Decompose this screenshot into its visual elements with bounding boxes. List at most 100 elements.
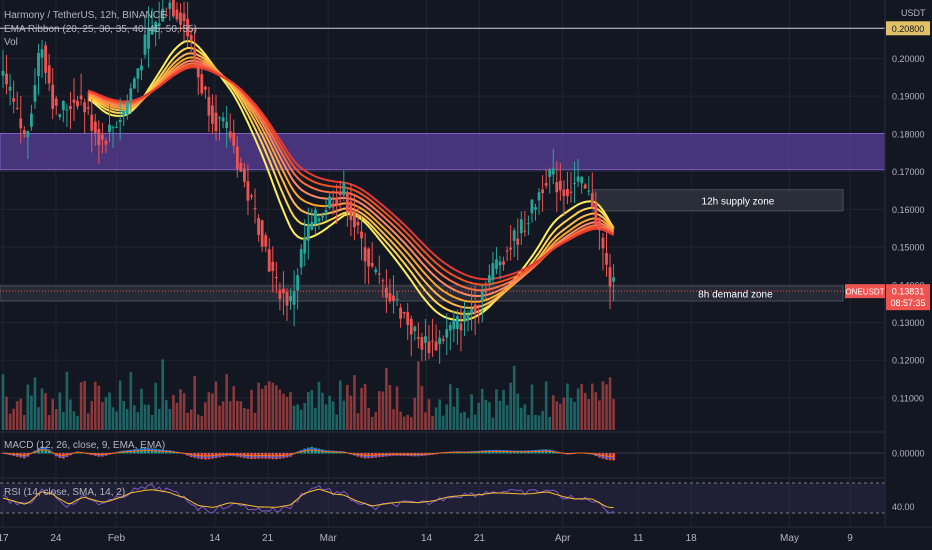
candle-body [445,329,449,338]
candle-body [416,337,420,339]
candle-body [30,113,33,127]
rsi-legend[interactable]: RSI (14, close, SMA, 14, 2) [4,487,126,498]
volume-bar [5,396,8,430]
volume-bar [420,385,424,430]
price-axis[interactable]: 0.20000 0.19000 0.18000 0.17000 0.16000 0.150… [845,0,932,550]
volume-bar [413,397,417,430]
volume-bar [101,402,104,430]
volume-bar [388,384,392,430]
volume-bar [51,399,54,430]
candle-body [143,34,147,55]
volume-bar [58,392,62,430]
candle-body [601,237,605,249]
volume-bars [1,359,615,430]
macd-legend[interactable]: MACD (12, 26, close, 9, EMA, EMA) [4,440,166,451]
volume-bar [349,395,353,430]
volume-bar [122,401,125,430]
volume-bar [15,401,19,430]
resistance-band [0,133,886,171]
candle-body [569,191,573,193]
candle-body [509,247,513,250]
volume-bar [47,415,51,430]
candle-body [566,189,569,197]
candle-body [271,261,275,271]
candle-body [54,98,58,106]
volume-bar [310,389,314,430]
candle-body [274,277,278,279]
volume-bar [12,408,15,430]
volume-bar [438,399,441,430]
time-tick-label: 11 [633,533,644,544]
volume-bar [598,400,601,430]
volume-bar [591,383,594,430]
volume-bar [260,388,264,430]
candle-body [228,131,232,138]
volume-bar [86,413,90,430]
volume-bar [594,392,598,430]
volume-bar [299,409,303,430]
time-tick-label: May [780,533,799,544]
price-tick-label: 0.15000 [892,243,925,253]
candle-body [299,249,303,268]
candle-body [338,192,342,195]
time-axis[interactable]: 17 24 Feb 14 21 Mar 14 21 Apr 11 18 May 9 [0,526,932,544]
candle-body [250,195,253,197]
volume-bar [587,399,591,430]
volume-bar [125,409,129,430]
candle-body [207,97,211,116]
candle-body [186,18,189,37]
candle-body [491,263,495,280]
candle-body [470,308,473,314]
volume-bar [548,416,551,430]
reference-line [0,27,885,292]
volume-bar [275,385,278,430]
volume-bar [282,393,285,430]
time-tick-label: 9 [847,533,853,544]
candle-body [246,181,250,201]
volume-bar [395,386,399,430]
candle-body [122,110,126,116]
volume-bar [285,396,289,430]
candle-body [541,189,544,194]
candle-body [8,86,12,91]
candle-body [608,267,612,287]
candle-body [434,341,438,351]
demand-zone-label: 8h demand zone [698,289,773,300]
volume-bar [530,384,534,430]
volume-bar [360,387,363,430]
candle-body [377,273,381,275]
ema-line-45 [87,62,615,292]
ema-ribbon-legend[interactable]: EMA Ribbon (20, 25, 30, 35, 40, 45, 50, … [4,24,197,35]
candle-body [587,190,591,192]
volume-bar [346,384,349,430]
last-price-label: 0.13831 [892,287,925,297]
volume-bar [307,391,310,430]
candle-body [182,13,186,22]
volume-bar [30,395,33,430]
candle-body [466,314,470,321]
volume-bar [484,399,488,430]
volume-bar [179,389,182,430]
volume-bar [473,414,477,430]
candle-body [519,219,523,234]
candle-body [65,109,69,111]
candle-body [342,182,346,196]
ref-price-badge [886,21,930,36]
volume-legend[interactable]: Vol [4,37,18,48]
candle-body [164,14,168,16]
volume-bar [175,402,179,430]
volume-bar [40,388,44,430]
candle-body [214,112,218,131]
volume-bar [292,405,296,430]
volume-bar [505,405,509,430]
candle-body [612,277,615,282]
volume-bar [253,412,257,430]
volume-bar [296,404,299,430]
volume-bar [431,416,434,430]
time-tick-label: Feb [108,533,126,544]
volume-bar [143,404,147,430]
candle-body [40,49,44,58]
volume-bar [33,377,37,430]
symbol-legend[interactable]: Harmony / TetherUS, 12h, BINANCE [4,10,167,21]
